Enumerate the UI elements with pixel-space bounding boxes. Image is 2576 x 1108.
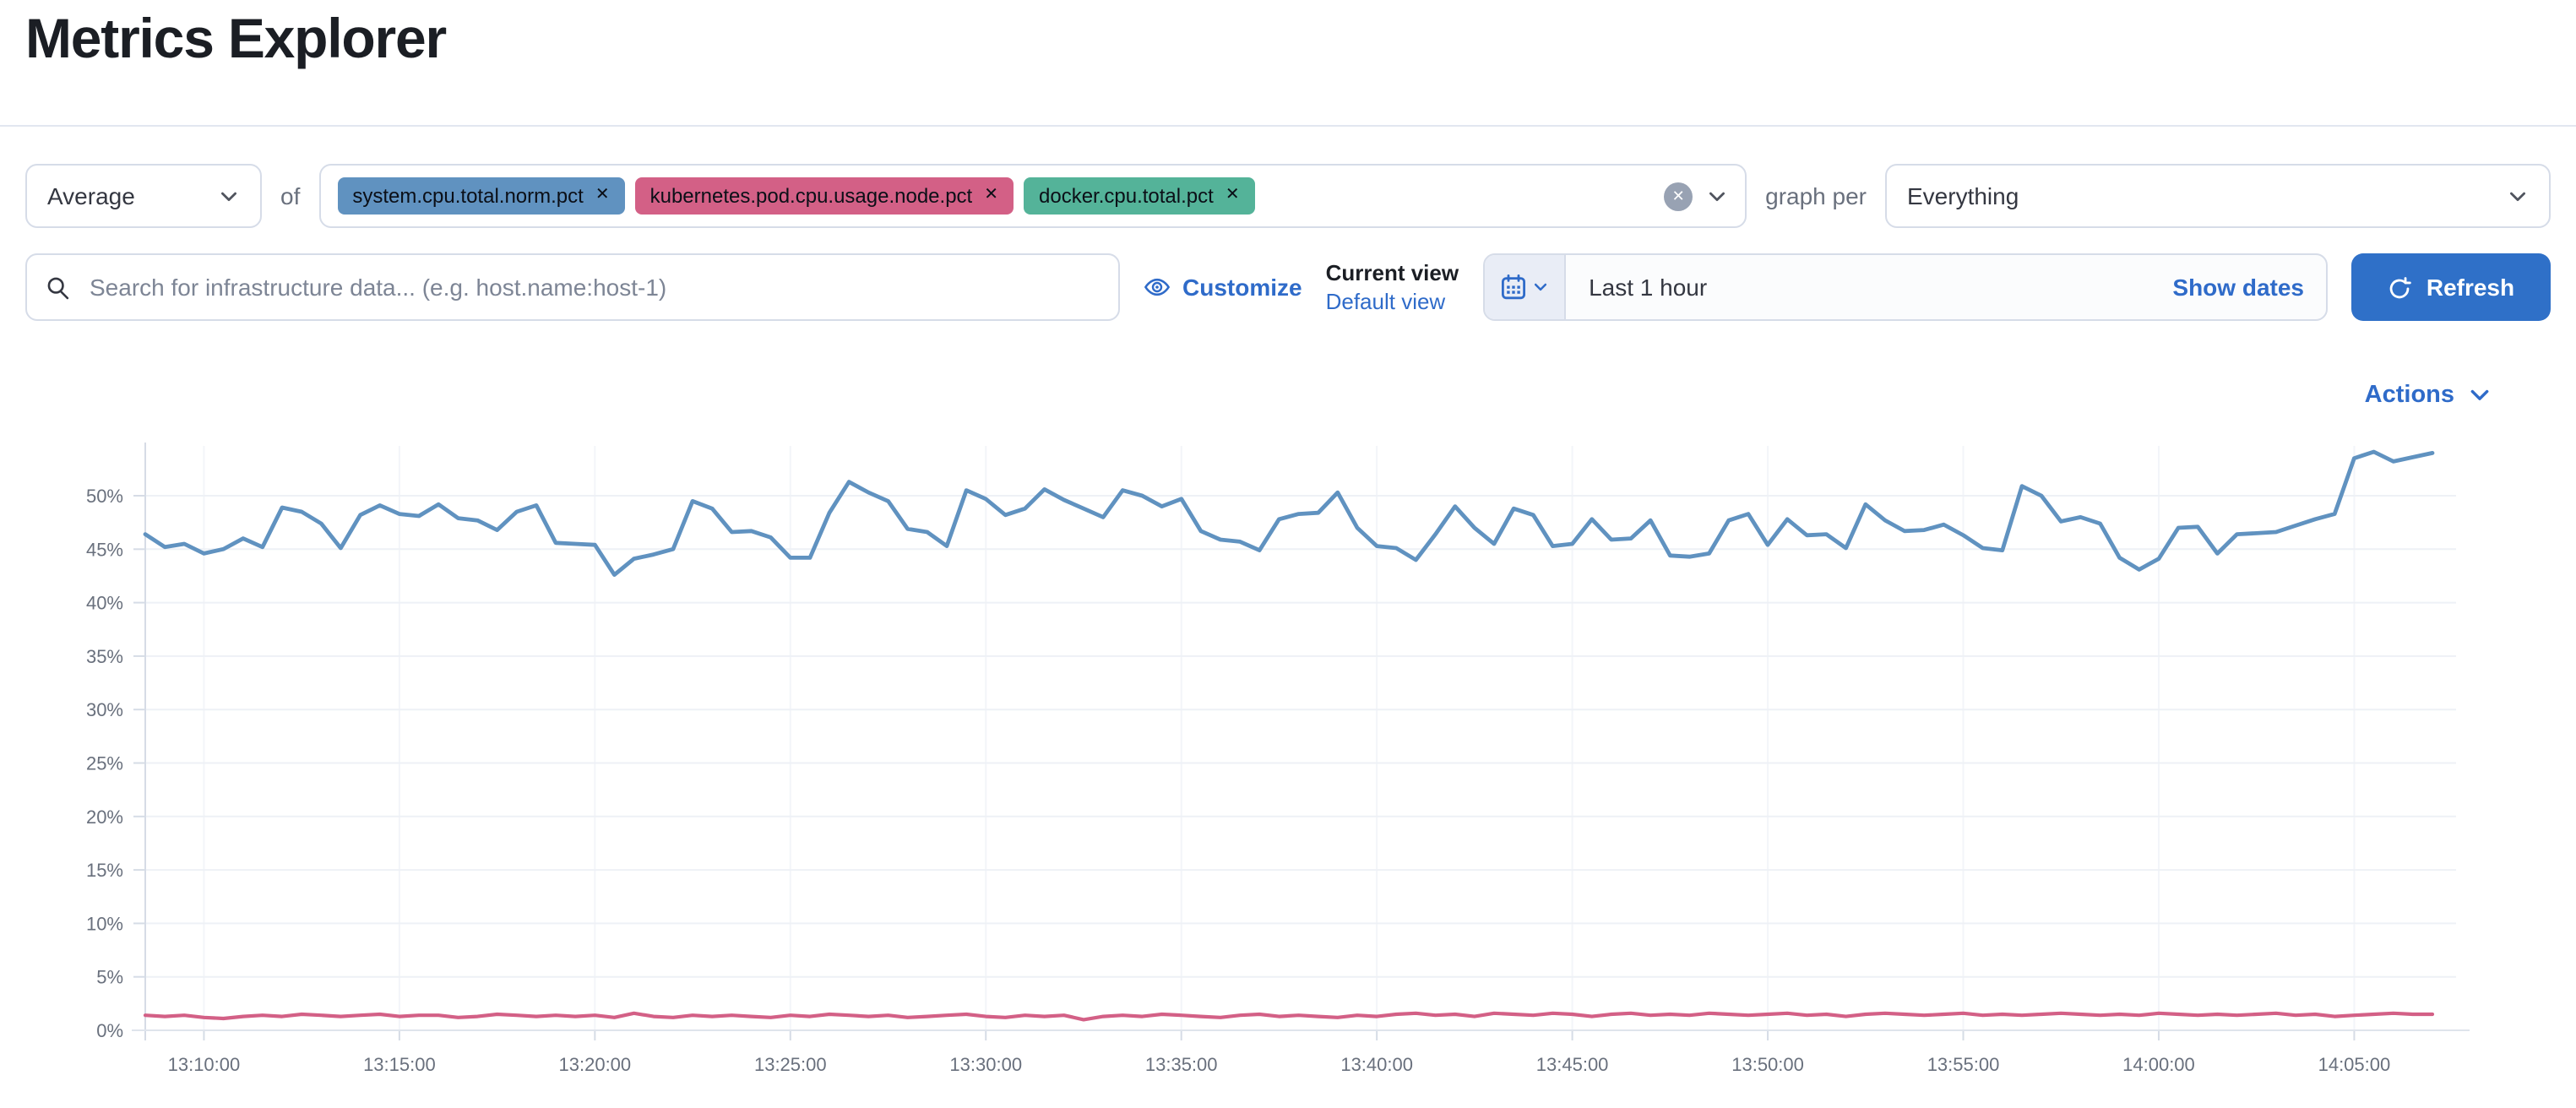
clear-all-metrics-button[interactable]: ✕ [1664, 182, 1693, 210]
time-range-value[interactable]: Last 1 hour [1589, 274, 1708, 301]
remove-metric-icon[interactable]: ✕ [595, 186, 610, 204]
actions-label: Actions [2364, 382, 2454, 409]
y-axis-label: 30% [86, 699, 123, 720]
x-axis-label: 14:00:00 [2122, 1054, 2195, 1075]
eye-icon [1144, 278, 1171, 296]
header-divider [0, 125, 2576, 127]
remove-metric-icon[interactable]: ✕ [1225, 186, 1240, 204]
aggregation-select[interactable]: Average [25, 164, 262, 228]
y-axis-label: 0% [96, 1020, 123, 1041]
chevron-down-icon [2510, 191, 2525, 201]
metric-toolbar: Average of system.cpu.total.norm.pct ✕ kub… [25, 164, 2551, 228]
metric-pill-1[interactable]: kubernetes.pod.cpu.usage.node.pct ✕ [634, 177, 1014, 215]
page-title: Metrics Explorer [25, 7, 447, 69]
graph-per-value: Everything [1907, 182, 2019, 209]
graph-per-select[interactable]: Everything [1885, 164, 2551, 228]
metric-pill-label: docker.cpu.total.pct [1039, 184, 1214, 208]
aggregation-value: Average [47, 182, 135, 209]
x-axis-label: 13:30:00 [949, 1054, 1022, 1075]
current-view-label: Current view [1325, 260, 1459, 285]
x-axis-label: 13:20:00 [559, 1054, 632, 1075]
metric-pill-2[interactable]: docker.cpu.total.pct ✕ [1024, 177, 1255, 215]
x-axis-label: 13:10:00 [168, 1054, 241, 1075]
metrics-chart[interactable]: 13:10:00 13:15:00 13:20:00 13:25:00 13:30:00… [0, 426, 2576, 1108]
graph-per-label: graph per [1765, 182, 1867, 209]
y-axis-label: 5% [96, 967, 123, 988]
refresh-icon [2390, 276, 2412, 298]
chevron-down-icon [1709, 191, 1725, 201]
metric-pill-list: system.cpu.total.norm.pct ✕ kubernetes.pod… [337, 177, 1650, 215]
refresh-button[interactable]: Refresh [2351, 253, 2551, 321]
chevron-down-icon [221, 191, 236, 201]
view-switcher: Current view Default view [1326, 260, 1459, 314]
metric-pill-label: system.cpu.total.norm.pct [352, 184, 584, 208]
metrics-combobox[interactable]: system.cpu.total.norm.pct ✕ kubernetes.pod… [318, 164, 1747, 228]
metric-pill-label: kubernetes.pod.cpu.usage.node.pct [649, 184, 973, 208]
x-axis-label: 13:35:00 [1145, 1054, 1218, 1075]
chevron-down-icon [2470, 389, 2489, 400]
of-label: of [280, 182, 301, 209]
x-axis-label: 14:05:00 [2318, 1054, 2391, 1075]
y-axis-label: 35% [86, 646, 123, 667]
search-toolbar: Customize Current view Default view Last… [25, 253, 2551, 321]
combobox-controls: ✕ [1664, 182, 1728, 210]
customize-button[interactable]: Customize [1144, 274, 1302, 301]
date-picker: Last 1 hour Show dates [1482, 253, 2328, 321]
customize-label: Customize [1182, 274, 1302, 301]
calendar-icon [1501, 274, 1525, 300]
series-line-1 [143, 1011, 2435, 1022]
y-axis-label: 45% [86, 539, 123, 560]
x-axis-label: 13:50:00 [1731, 1054, 1804, 1075]
search-input[interactable] [86, 272, 1100, 302]
series-line-0 [143, 449, 2435, 578]
y-axis-label: 15% [86, 860, 123, 881]
remove-metric-icon[interactable]: ✕ [984, 186, 998, 204]
y-axis-label: 20% [86, 807, 123, 828]
quick-select-button[interactable] [1484, 255, 1566, 319]
x-axis-label: 13:15:00 [363, 1054, 436, 1075]
refresh-label: Refresh [2426, 274, 2515, 301]
y-axis-label: 25% [86, 753, 123, 774]
x-axis-label: 13:40:00 [1340, 1054, 1413, 1075]
x-axis-label: 13:55:00 [1927, 1054, 2000, 1075]
y-axis-label: 50% [86, 486, 123, 507]
y-axis-label: 10% [86, 913, 123, 934]
x-axis-label: 13:25:00 [754, 1054, 827, 1075]
default-view-link[interactable]: Default view [1325, 289, 1446, 314]
y-axis-label: 40% [86, 593, 123, 614]
search-field-wrap [25, 253, 1120, 321]
search-icon [47, 276, 69, 299]
metric-pill-0[interactable]: system.cpu.total.norm.pct ✕ [337, 177, 625, 215]
actions-menu-button[interactable]: Actions [2365, 382, 2492, 409]
show-dates-button[interactable]: Show dates [2172, 274, 2304, 301]
x-axis-label: 13:45:00 [1536, 1054, 1609, 1075]
chevron-down-icon [1534, 283, 1546, 291]
